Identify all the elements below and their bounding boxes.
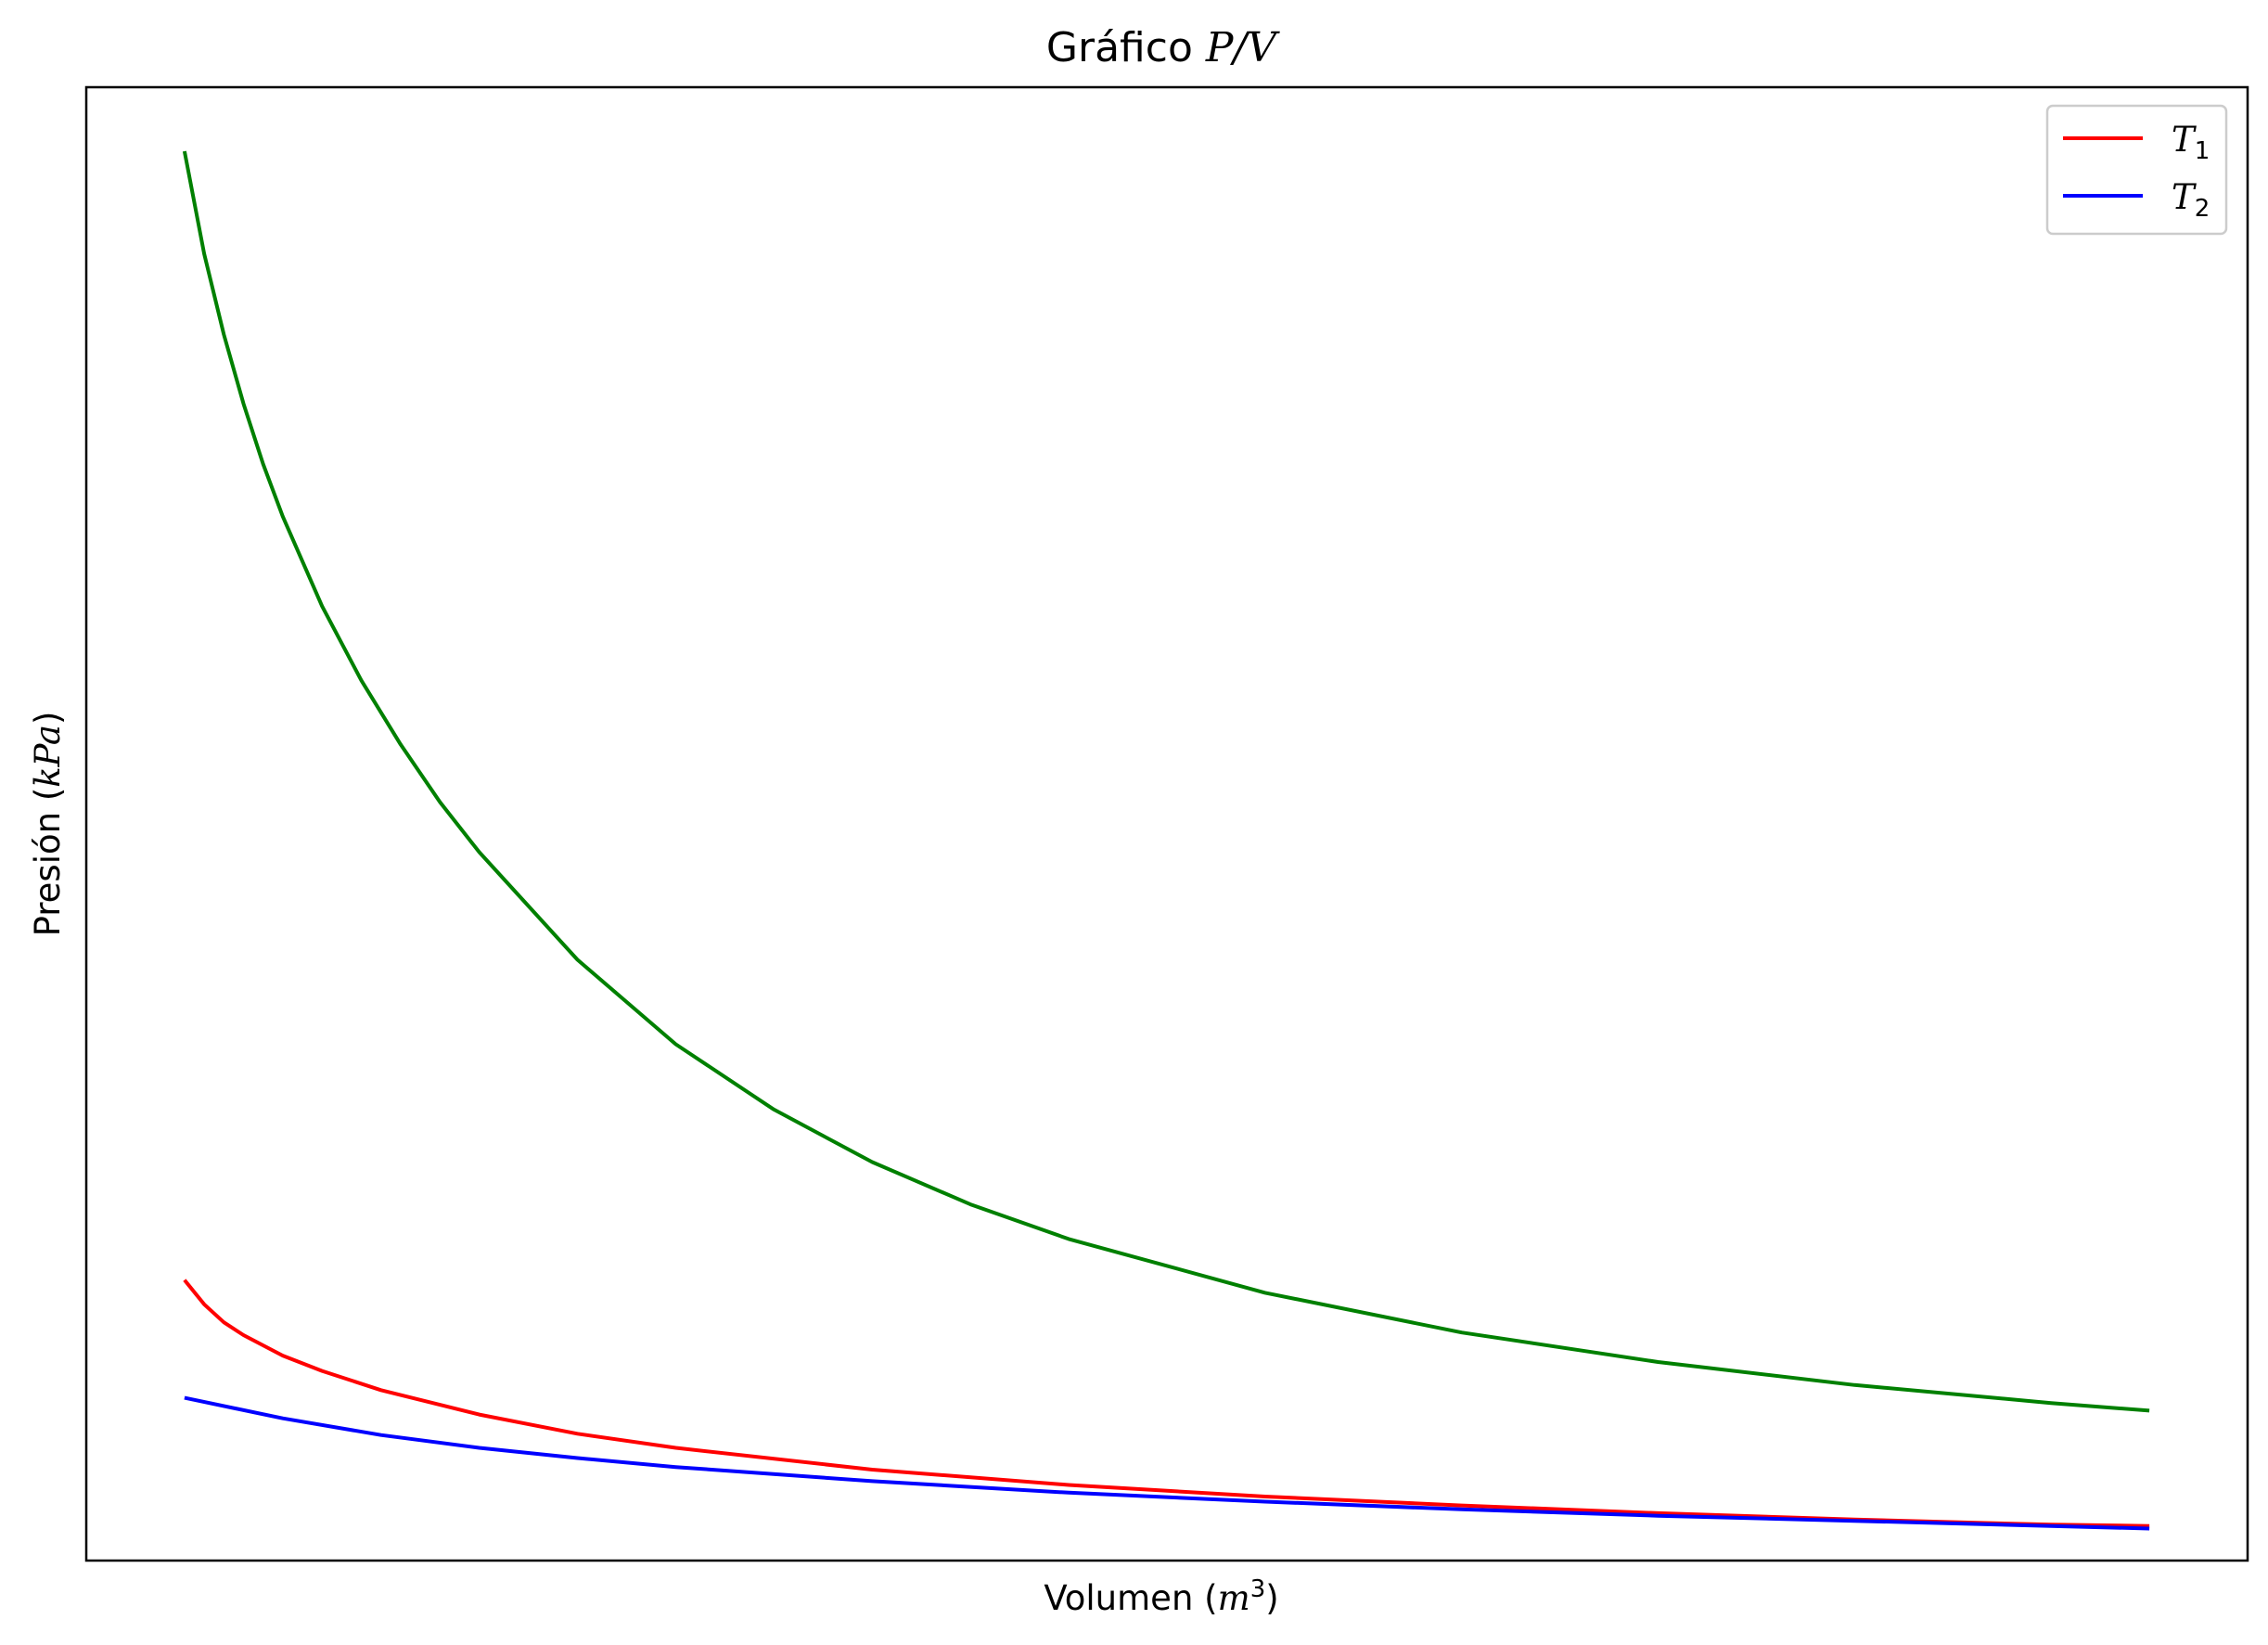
x-axis-label: Volumen (m3) [1044, 1575, 1278, 1618]
legend: T1 T2 [2045, 104, 2228, 236]
series-line-unlabeled-0 [182, 150, 2150, 1413]
axes-frame [84, 85, 2249, 1562]
y-axis-label: Presión (kPa) [28, 712, 68, 937]
plot-area [84, 85, 2249, 1562]
series-line-t1 [183, 1279, 2150, 1528]
legend-label-t1: T1 [2172, 120, 2210, 165]
series-layer [182, 150, 2150, 1531]
chart-title: Gráfico P/V [1046, 24, 1280, 71]
legend-label-t2: T2 [2172, 177, 2210, 223]
series-line-t2 [184, 1395, 2150, 1531]
